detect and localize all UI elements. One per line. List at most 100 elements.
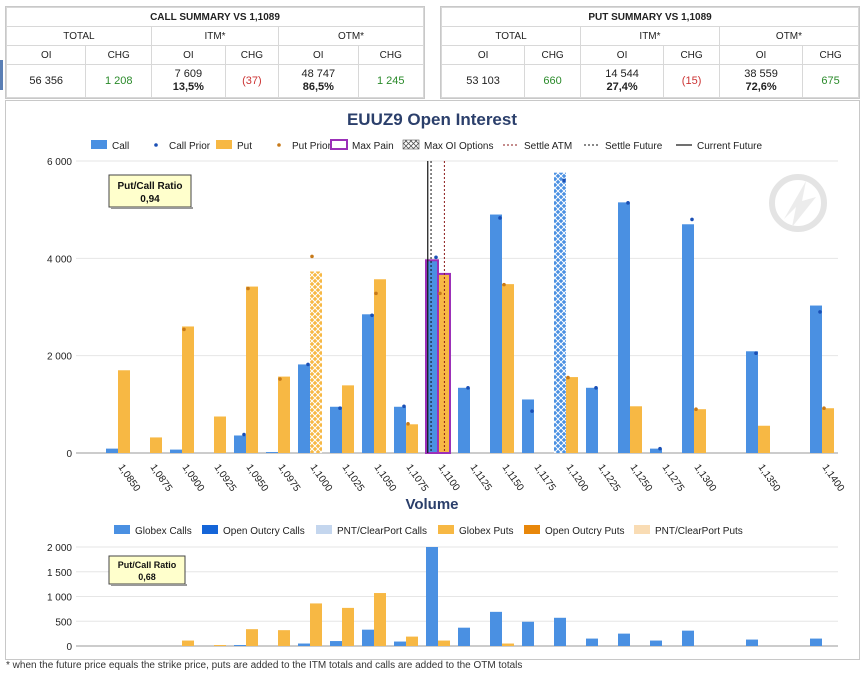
oi-ratio-value: 0,94 <box>140 194 160 205</box>
oi-x-tick: 1,1300 <box>692 462 719 494</box>
globex-call-bar <box>298 643 310 646</box>
globex-call-bar <box>394 641 406 646</box>
call-summary-panel: CALL SUMMARY VS 1,1089 TOTAL ITM* OTM* O… <box>5 6 425 99</box>
volume-legend-label: PNT/ClearPort Calls <box>337 526 427 537</box>
footnote: * when the future price equals the strik… <box>6 660 523 671</box>
put-summary-title: PUT SUMMARY VS 1,1089 <box>441 7 859 27</box>
call-total-header: TOTAL <box>6 26 152 46</box>
put-itm-pct: 27,4% <box>606 81 638 93</box>
oi-y-tick: 6 000 <box>47 157 72 168</box>
legend-label: Settle ATM <box>524 141 572 152</box>
call-otm-oi-cell: 48 747 86,5% <box>278 64 359 98</box>
volume-y-tick: 1 500 <box>47 568 72 579</box>
legend-label: Put Prior <box>292 141 332 152</box>
globex-call-bar <box>330 641 342 646</box>
legend-label: Max OI Options <box>424 141 493 152</box>
col-label: CHG <box>357 45 425 65</box>
call-prior-point <box>402 404 406 409</box>
legend-label: Settle Future <box>605 141 663 152</box>
globex-put-bar <box>214 645 226 646</box>
globex-put-bar <box>278 630 290 646</box>
call-bar <box>618 202 630 453</box>
put-bar <box>694 409 706 453</box>
oi-x-tick: 1,0875 <box>148 462 175 494</box>
oi-x-tick: 1,0950 <box>244 462 271 494</box>
globex-call-bar <box>234 645 246 646</box>
call-otm-pct: 86,5% <box>302 81 334 93</box>
volume-chart-title: Volume <box>405 496 458 513</box>
window-edge <box>0 60 3 90</box>
volume-legend-swatch <box>438 525 454 534</box>
oi-chart-title: EUUZ9 Open Interest <box>347 110 517 129</box>
oi-x-tick: 1,1000 <box>308 462 335 494</box>
put-prior-point <box>374 291 378 296</box>
call-total-oi: 56 356 <box>5 64 87 98</box>
put-bar <box>214 416 226 453</box>
call-itm-chg: (37) <box>224 64 280 98</box>
col-label: OI <box>440 45 526 65</box>
oi-x-tick: 1,0900 <box>180 462 207 494</box>
put-itm-oi: 14 544 <box>605 68 639 80</box>
call-bar <box>586 387 598 453</box>
volume-y-tick: 0 <box>66 642 72 653</box>
call-prior-point <box>338 406 342 411</box>
call-bar <box>458 387 470 453</box>
watermark-bolt-icon <box>784 181 816 227</box>
put-otm-oi: 38 559 <box>744 68 778 80</box>
legend-label: Current Future <box>697 141 762 152</box>
call-bar <box>554 172 566 453</box>
put-total-header: TOTAL <box>441 26 581 46</box>
call-bar <box>522 399 534 453</box>
put-bar <box>310 271 322 453</box>
col-label: CHG <box>224 45 280 65</box>
volume-legend-label: Globex Calls <box>135 526 192 537</box>
call-bar <box>810 305 822 453</box>
put-summary-panel: PUT SUMMARY VS 1,1089 TOTAL ITM* OTM* OI… <box>440 6 860 99</box>
put-bar <box>406 424 418 453</box>
globex-call-bar <box>618 633 630 646</box>
call-prior-point <box>754 351 758 356</box>
legend-label: Put <box>237 141 252 152</box>
col-label: CHG <box>524 45 581 65</box>
volume-ratio-shadow <box>111 584 187 586</box>
watermark-logo-icon <box>769 174 827 232</box>
globex-put-bar <box>310 603 322 646</box>
oi-y-tick: 0 <box>66 449 72 460</box>
call-otm-header: OTM* <box>278 26 424 46</box>
volume-y-tick: 500 <box>55 617 72 628</box>
call-bar <box>234 435 246 453</box>
call-prior-point <box>466 385 470 390</box>
oi-x-tick: 1,1250 <box>628 462 655 494</box>
oi-x-tick: 1,0975 <box>276 462 303 494</box>
put-otm-pct: 72,6% <box>745 81 777 93</box>
call-bar <box>746 351 758 453</box>
call-prior-point <box>690 217 694 222</box>
put-prior-point <box>406 422 410 426</box>
volume-legend-label: Open Outcry Calls <box>223 526 305 537</box>
call-bar <box>266 452 278 453</box>
volume-ratio-box <box>108 555 186 585</box>
call-prior-point <box>594 385 598 390</box>
oi-x-tick: 1,1125 <box>468 462 494 493</box>
put-bar <box>278 376 290 453</box>
put-itm-chg: (15) <box>663 64 720 98</box>
globex-call-bar <box>490 611 502 646</box>
volume-legend-swatch <box>202 525 218 534</box>
legend-swatch <box>154 143 158 147</box>
globex-put-bar <box>182 640 194 646</box>
put-total-oi: 53 103 <box>440 64 526 98</box>
call-bar <box>650 448 662 453</box>
oi-x-tick: 1,1100 <box>436 462 462 493</box>
globex-put-bar <box>342 607 354 646</box>
put-prior-point <box>822 406 826 411</box>
globex-call-bar <box>554 617 566 646</box>
volume-legend-swatch <box>634 525 650 534</box>
globex-call-bar <box>682 630 694 646</box>
put-prior-point <box>246 286 250 291</box>
oi-x-tick: 1,1350 <box>756 462 783 494</box>
oi-ratio-box <box>108 174 192 208</box>
chart-panel: EUUZ9 Open Interest Call Call Prior Put Put … <box>5 100 860 660</box>
put-itm-header: ITM* <box>579 26 720 46</box>
call-prior-point <box>306 362 310 367</box>
oi-x-tick: 1,1200 <box>564 462 591 494</box>
